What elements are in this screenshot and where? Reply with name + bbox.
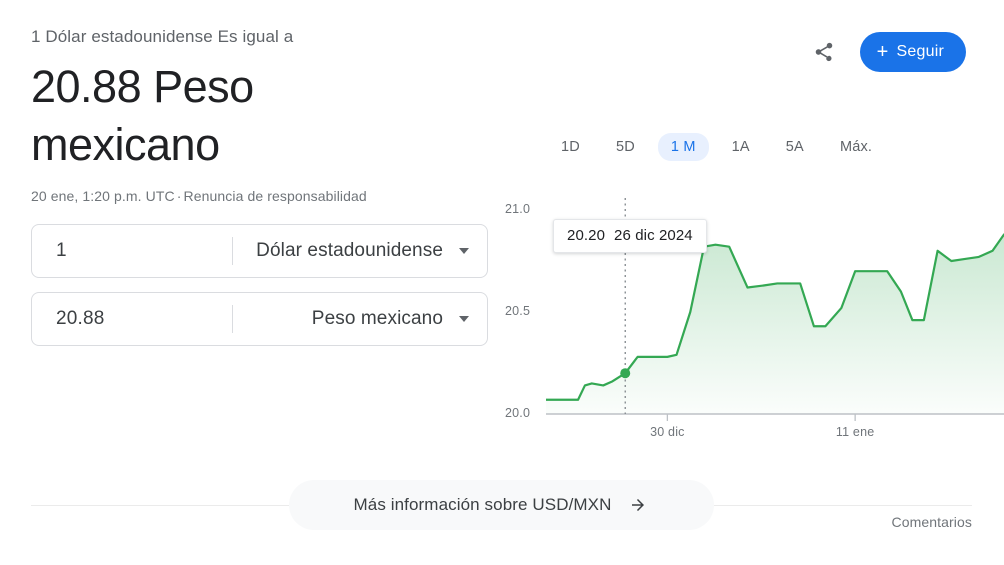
y-axis-label: 20.0 xyxy=(505,406,531,420)
currency-label-from: Dólar estadounidense xyxy=(256,240,443,261)
chevron-down-icon[interactable] xyxy=(459,316,469,322)
rate-headline: 20.88 Peso mexicano xyxy=(31,61,254,170)
disclaimer-link[interactable]: Renuncia de responsabilidad xyxy=(183,188,367,204)
amount-input-to[interactable]: 20.88 xyxy=(56,308,105,329)
range-tab-1a[interactable]: 1A xyxy=(719,133,763,161)
exchange-rate-chart[interactable]: 20.0 20.5 21.0 30 dic 11 ene xyxy=(505,196,1004,446)
panel-actions: + Seguir xyxy=(810,32,966,72)
converter-row-from[interactable]: 1 Dólar estadounidense xyxy=(31,224,488,278)
chart-plot-area[interactable] xyxy=(546,196,1004,446)
follow-button[interactable]: + Seguir xyxy=(859,32,966,72)
y-axis-label: 21.0 xyxy=(505,202,531,216)
rate-timestamp: 20 ene, 1:20 p.m. UTC xyxy=(31,188,175,204)
chevron-down-icon[interactable] xyxy=(459,248,469,254)
field-divider xyxy=(232,237,233,265)
conversion-eyebrow: 1 Dólar estadounidense Es igual a xyxy=(31,27,294,46)
rate-summary: 1 Dólar estadounidense Es igual a 20.88 … xyxy=(31,26,501,346)
converter-row-to[interactable]: 20.88 Peso mexicano xyxy=(31,292,488,346)
x-axis-label: 11 ene xyxy=(835,425,875,439)
arrow-right-icon xyxy=(627,496,649,514)
plus-icon: + xyxy=(876,41,889,63)
range-tab-max[interactable]: Máx. xyxy=(827,133,885,161)
range-tab-5a[interactable]: 5A xyxy=(773,133,817,161)
follow-button-label: Seguir xyxy=(896,43,944,60)
tooltip-date: 26 dic 2024 xyxy=(614,227,693,244)
range-tab-1m[interactable]: 1 M xyxy=(657,133,709,161)
timestamp-separator: · xyxy=(176,188,182,204)
range-tab-1d[interactable]: 1D xyxy=(548,133,593,161)
share-icon[interactable] xyxy=(810,38,838,66)
range-tab-5d[interactable]: 5D xyxy=(603,133,648,161)
amount-input-from[interactable]: 1 xyxy=(56,240,67,261)
chart-marker-dot xyxy=(620,368,631,379)
rate-timestamp-row: 20 ene, 1:20 p.m. UTC · Renuncia de respon… xyxy=(31,186,501,206)
more-info-label: Más información sobre USD/MXN xyxy=(353,495,612,514)
feedback-link[interactable]: Comentarios xyxy=(891,514,972,530)
currency-select-to[interactable]: Peso mexicano xyxy=(233,308,487,330)
chart-range-tabs: 1D 5D 1 M 1A 5A Máx. xyxy=(548,133,885,161)
currency-label-to: Peso mexicano xyxy=(311,308,443,329)
chart-tooltip: 20.20 26 dic 2024 xyxy=(553,219,707,253)
y-axis-label: 20.5 xyxy=(505,304,531,318)
more-info-button[interactable]: Más información sobre USD/MXN xyxy=(289,480,714,530)
converter-fields: 1 Dólar estadounidense 20.88 Peso mexica… xyxy=(31,224,501,346)
x-axis-label: 30 dic xyxy=(650,425,685,439)
currency-select-from[interactable]: Dólar estadounidense xyxy=(233,240,487,262)
tooltip-value: 20.20 xyxy=(567,227,606,244)
field-divider xyxy=(232,305,233,333)
